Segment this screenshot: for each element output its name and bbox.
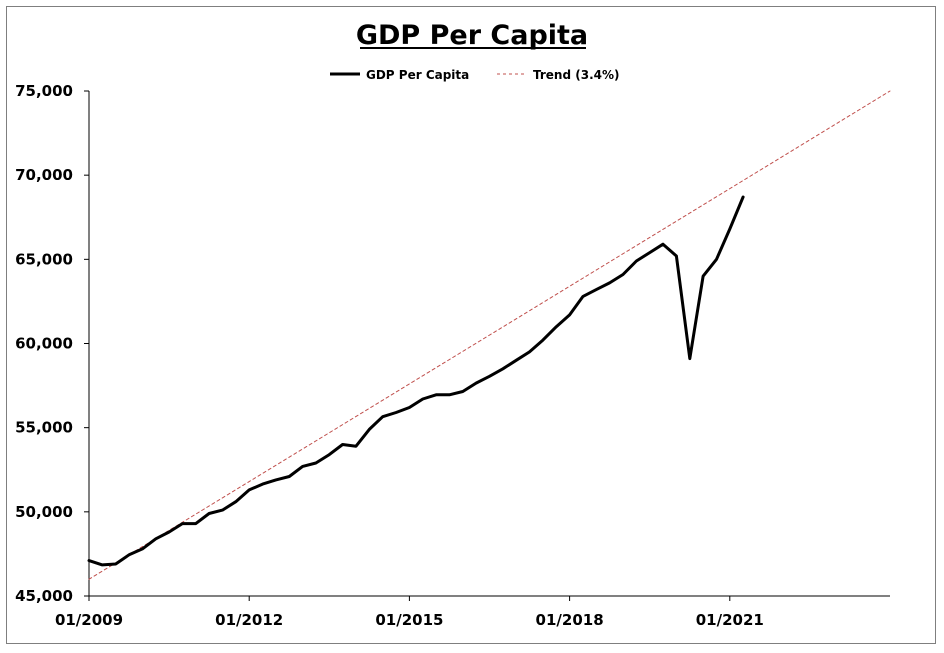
series-layer: [87, 90, 891, 580]
y-axis-ticks: 45,000 50,000 55,000 60,000 65,000 70,000 75,0…: [15, 82, 89, 605]
axes: [88, 91, 890, 597]
legend: GDP Per Capita Trend (3.4%): [330, 68, 619, 82]
y-tick-label: 45,000: [15, 587, 73, 605]
y-tick-label: 55,000: [15, 419, 73, 437]
x-tick-label: 01/2015: [375, 611, 443, 629]
x-tick-label: 01/2021: [696, 611, 764, 629]
x-tick-label: 01/2009: [55, 611, 123, 629]
y-tick-label: 75,000: [15, 82, 73, 100]
x-tick-label: 01/2018: [536, 611, 604, 629]
y-tick-label: 70,000: [15, 166, 73, 184]
y-tick-label: 50,000: [15, 503, 73, 521]
x-tick-label: 01/2012: [215, 611, 283, 629]
legend-label-trend: Trend (3.4%): [533, 68, 619, 82]
y-tick-label: 65,000: [15, 250, 73, 268]
y-tick-label: 60,000: [15, 335, 73, 353]
trend-line: [88, 90, 891, 580]
chart-title: GDP Per Capita: [356, 20, 588, 51]
gdp-per-capita-line: [87, 195, 745, 567]
legend-label-gdp: GDP Per Capita: [366, 68, 469, 82]
x-axis-ticks: 01/2009 01/2012 01/2015 01/2018 01/2021: [55, 596, 764, 629]
